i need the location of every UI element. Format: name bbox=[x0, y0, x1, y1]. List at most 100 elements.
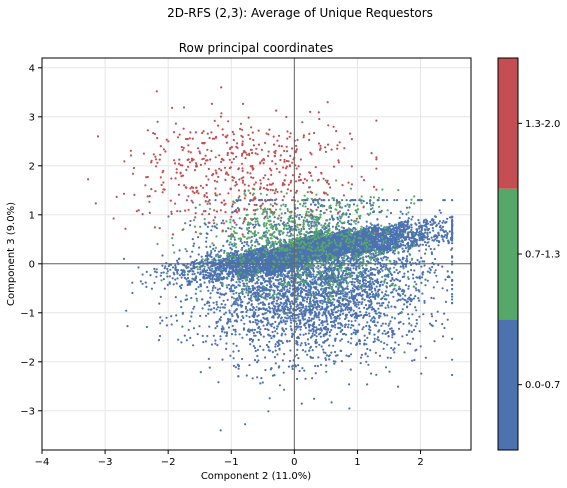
scatter-point bbox=[309, 285, 312, 289]
scatter-point bbox=[350, 219, 353, 222]
scatter-point bbox=[337, 309, 340, 312]
scatter-point bbox=[320, 345, 323, 348]
scatter-point bbox=[213, 249, 217, 252]
scatter-point bbox=[409, 261, 412, 264]
scatter-point bbox=[324, 357, 327, 360]
scatter-point bbox=[403, 351, 406, 354]
scatter-point bbox=[339, 326, 342, 329]
scatter-point bbox=[341, 271, 344, 275]
scatter-point bbox=[241, 310, 244, 313]
scatter-point bbox=[426, 270, 429, 273]
scatter-point bbox=[239, 199, 242, 202]
scatter-point bbox=[435, 274, 438, 277]
scatter-point bbox=[276, 325, 279, 328]
scatter-point bbox=[304, 326, 307, 329]
scatter-point bbox=[407, 313, 410, 316]
scatter-point bbox=[410, 268, 413, 272]
scatter-point bbox=[274, 313, 277, 316]
scatter-point bbox=[374, 260, 377, 263]
scatter-point bbox=[228, 311, 231, 314]
scatter-point bbox=[334, 337, 337, 340]
scatter-point bbox=[351, 287, 354, 290]
scatter-point bbox=[362, 258, 365, 261]
scatter-point bbox=[348, 311, 351, 314]
scatter-point bbox=[174, 264, 177, 267]
scatter-point bbox=[405, 333, 408, 337]
scatter-point bbox=[350, 337, 353, 340]
scatter-point bbox=[404, 284, 408, 287]
scatter-point bbox=[200, 265, 203, 268]
scatter-point bbox=[373, 324, 377, 327]
scatter-point bbox=[180, 283, 183, 287]
scatter-point bbox=[251, 223, 255, 226]
scatter-point bbox=[264, 356, 267, 359]
scatter-point bbox=[266, 328, 269, 331]
scatter-point bbox=[393, 271, 396, 274]
scatter-point bbox=[276, 312, 279, 315]
scatter-point bbox=[350, 283, 354, 286]
scatter-point bbox=[291, 367, 294, 371]
scatter-point bbox=[418, 227, 421, 230]
scatter-point bbox=[280, 334, 283, 337]
scatter-point bbox=[423, 264, 426, 267]
scatter-point bbox=[251, 377, 254, 380]
scatter-point bbox=[385, 266, 388, 269]
scatter-point bbox=[353, 272, 356, 275]
scatter-point bbox=[365, 360, 368, 363]
scatter-point bbox=[229, 246, 232, 250]
scatter-point bbox=[403, 303, 406, 306]
scatter-point bbox=[288, 224, 291, 227]
scatter-point bbox=[183, 276, 186, 279]
scatter-point bbox=[289, 317, 292, 320]
scatter-point bbox=[160, 271, 163, 274]
scatter-point bbox=[262, 348, 265, 351]
scatter-point bbox=[420, 276, 424, 279]
scatter-point bbox=[415, 318, 418, 322]
scatter-point bbox=[150, 287, 153, 290]
scatter-point bbox=[305, 289, 308, 293]
scatter-point bbox=[418, 299, 421, 302]
scatter-point bbox=[264, 308, 267, 312]
scatter-point bbox=[362, 316, 365, 319]
scatter-point bbox=[159, 316, 162, 319]
scatter-point bbox=[350, 271, 353, 274]
scatter-point bbox=[312, 273, 315, 276]
scatter-point bbox=[418, 277, 421, 280]
scatter-point bbox=[296, 281, 299, 284]
scatter-point bbox=[384, 366, 388, 369]
scatter-point bbox=[257, 338, 260, 341]
scatter-point bbox=[165, 316, 168, 319]
scatter-point bbox=[294, 317, 297, 320]
scatter-point bbox=[430, 296, 433, 299]
scatter-point bbox=[210, 229, 213, 232]
scatter-point bbox=[358, 307, 361, 310]
scatter-point bbox=[326, 331, 329, 334]
scatter-point bbox=[420, 256, 423, 259]
scatter-point bbox=[376, 266, 379, 269]
scatter-point bbox=[279, 219, 282, 222]
scatter-point bbox=[362, 326, 365, 329]
scatter-point bbox=[347, 215, 350, 219]
scatter-point bbox=[214, 199, 217, 202]
scatter-point bbox=[436, 310, 439, 313]
scatter-point bbox=[232, 357, 235, 360]
scatter-point bbox=[234, 333, 237, 336]
scatter-point bbox=[235, 301, 238, 304]
scatter-point bbox=[438, 220, 441, 223]
scatter-point bbox=[205, 240, 208, 243]
scatter-point bbox=[211, 278, 214, 281]
scatter-point bbox=[235, 291, 238, 294]
scatter-point bbox=[391, 336, 394, 339]
scatter-point bbox=[441, 221, 444, 224]
scatter-point bbox=[413, 358, 416, 362]
scatter-point bbox=[429, 247, 432, 251]
scatter-point bbox=[358, 279, 362, 282]
scatter-point bbox=[329, 313, 332, 316]
scatter-point bbox=[365, 324, 368, 328]
scatter-point bbox=[365, 202, 369, 205]
scatter-point bbox=[256, 240, 259, 243]
scatter-point bbox=[281, 332, 284, 335]
scatter-point bbox=[384, 268, 387, 271]
scatter-point bbox=[218, 309, 221, 312]
scatter-point bbox=[348, 383, 351, 386]
